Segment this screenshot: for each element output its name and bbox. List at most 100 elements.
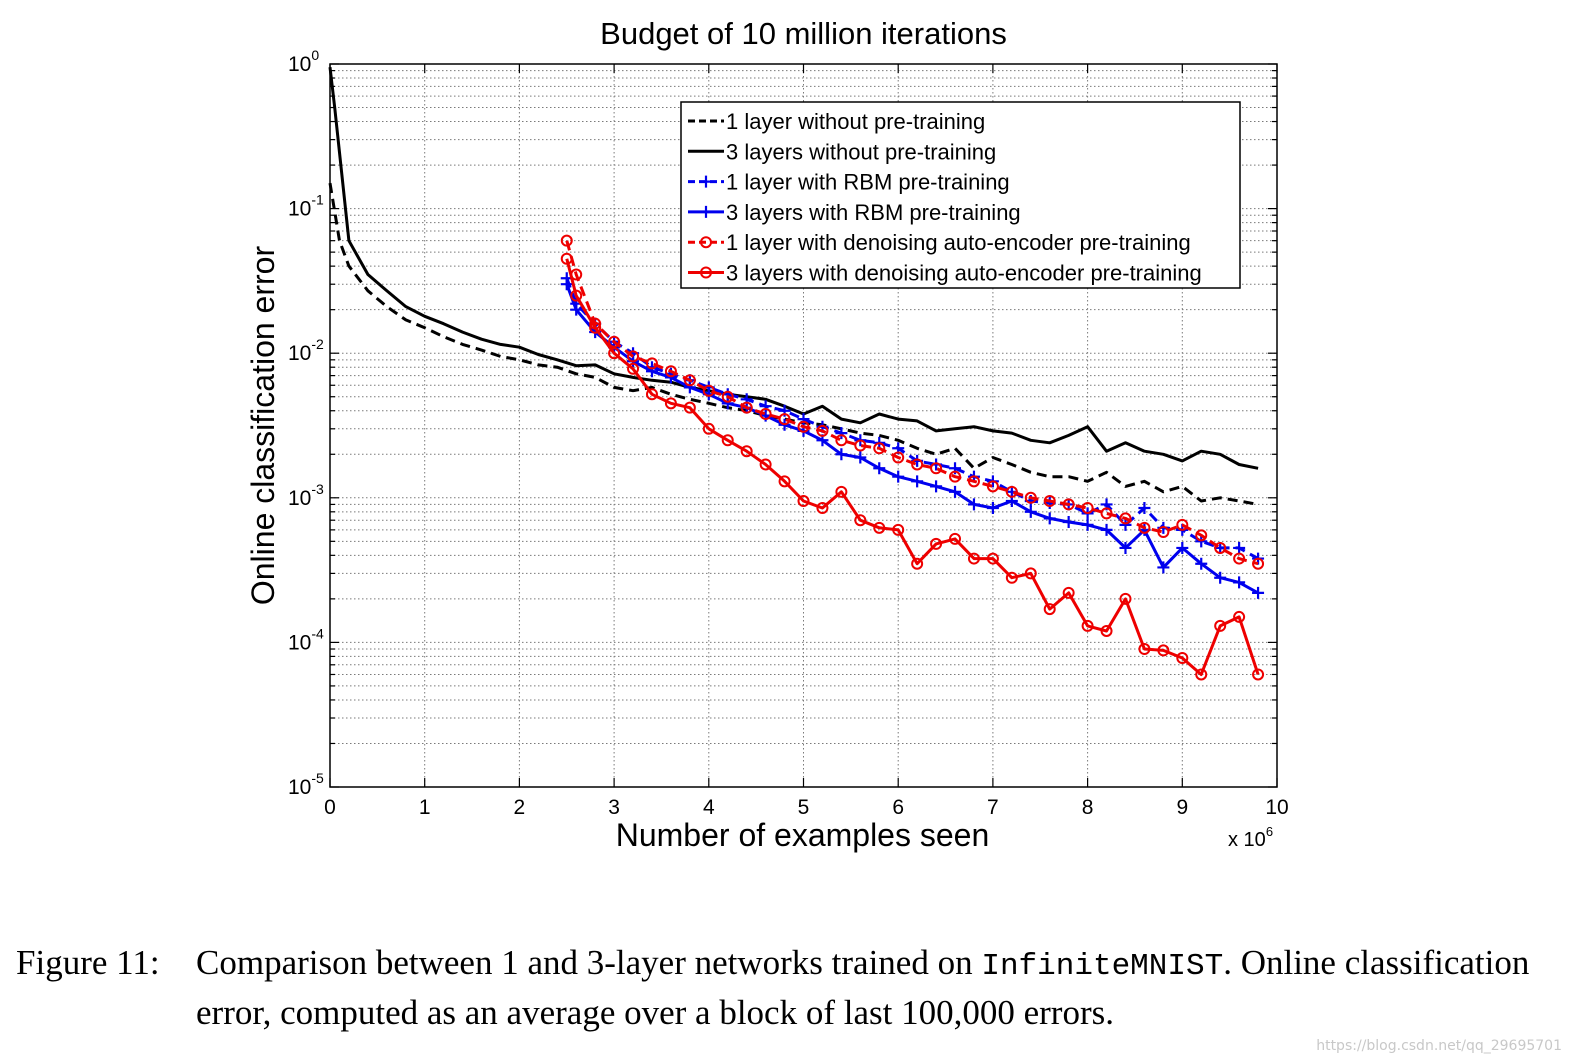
y-tick-base: 10 (288, 776, 311, 799)
data-point (1043, 512, 1056, 525)
data-point (835, 485, 848, 498)
x-multiplier-base: x 10 (1228, 829, 1266, 851)
legend-item: 3 layers with RBM pre-training (688, 200, 1021, 225)
y-tick-exp: -3 (311, 481, 324, 497)
data-point (1119, 592, 1132, 605)
data-point (816, 424, 829, 437)
data-point (608, 347, 621, 360)
legend-label: 3 layers without pre-training (726, 139, 996, 164)
chart-figure: 0 1 2 3 4 5 6 7 8 9 10 100 10-1 10-2 10-3 10-4 10-5 Budge… (245, 16, 1289, 853)
y-tick-base: 10 (288, 198, 311, 221)
y-tick-exp: -5 (311, 770, 324, 786)
data-point (740, 401, 753, 414)
x-multiplier-exp: 6 (1266, 824, 1273, 839)
data-point (1062, 586, 1075, 599)
ticks (329, 63, 1278, 788)
data-point (1081, 619, 1094, 632)
data-point (911, 557, 924, 570)
data-point (1043, 603, 1056, 616)
data-point (627, 350, 640, 363)
y-axis-label: Online classification error (245, 246, 281, 606)
x-tick-label: 2 (514, 796, 526, 819)
data-point (1176, 518, 1189, 531)
legend-label: 1 layer with denoising auto-encoder pre-… (726, 230, 1191, 255)
legend: 1 layer without pre-training 3 layers wit… (680, 101, 1241, 289)
data-point (854, 451, 867, 464)
series-line (565, 240, 1259, 566)
data-point (683, 401, 696, 414)
legend-swatch-marker (700, 205, 712, 218)
data-point (570, 289, 583, 302)
data-point (1138, 643, 1151, 656)
data-point (1195, 557, 1208, 570)
data-point (1100, 523, 1113, 536)
x-tick-label: 6 (892, 796, 904, 819)
data-point (759, 407, 772, 420)
x-tick-label: 7 (987, 796, 999, 819)
data-point (967, 552, 980, 565)
data-point (778, 475, 791, 488)
legend-item: 1 layer with RBM pre-training (688, 170, 1010, 195)
y-tick-exp: -2 (311, 336, 324, 352)
data-point (721, 390, 734, 403)
series-5 (560, 234, 1265, 570)
data-point (967, 475, 980, 488)
data-point (873, 462, 886, 475)
data-point (1195, 529, 1208, 542)
chart-svg: 0 1 2 3 4 5 6 7 8 9 1010010-110-210-310-410-5Budge… (245, 16, 1289, 853)
data-point (570, 303, 583, 316)
data-point (1119, 512, 1132, 525)
data-point (892, 451, 905, 464)
data-point (797, 495, 810, 508)
data-point (778, 413, 791, 426)
x-tick-label: 1 (419, 796, 431, 819)
data-point (645, 357, 658, 370)
data-point (1024, 491, 1037, 504)
data-point (608, 335, 621, 348)
series-6 (560, 252, 1265, 681)
data-point (560, 278, 573, 291)
data-point (1233, 576, 1246, 589)
x-tick-label: 10 (1265, 796, 1288, 819)
legend-label: 3 layers with denoising auto-encoder pre… (726, 261, 1202, 286)
data-point (1024, 567, 1037, 580)
data-point (702, 422, 715, 435)
data-point (930, 537, 943, 550)
data-point (892, 470, 905, 483)
caption-text-before: Comparison between 1 and 3-layer network… (196, 943, 982, 982)
data-point (986, 502, 999, 515)
data-point (835, 448, 848, 461)
y-tick-base: 10 (288, 53, 311, 76)
data-point (1043, 495, 1056, 508)
y-tick-base: 10 (288, 631, 311, 654)
data-point (560, 234, 573, 247)
data-point (721, 434, 734, 447)
x-tick-label: 3 (608, 796, 620, 819)
series-1 (328, 182, 1259, 506)
y-tick-label: 10-3 (288, 481, 324, 510)
data-point (1233, 541, 1246, 554)
data-point (1214, 571, 1227, 584)
data-point (892, 523, 905, 536)
data-point (1252, 668, 1265, 681)
data-point (854, 514, 867, 527)
y-tick-label: 10-2 (288, 336, 324, 365)
x-tick-label: 8 (1082, 796, 1094, 819)
data-point (645, 365, 658, 378)
watermark: https://blog.csdn.net/qq_29695701 (1316, 1038, 1562, 1054)
data-point (1119, 541, 1132, 554)
data-point (627, 362, 640, 375)
data-point (683, 374, 696, 387)
data-point (683, 381, 696, 394)
data-point (1214, 619, 1227, 632)
legend-box (680, 101, 1241, 289)
data-point (1176, 652, 1189, 665)
caption-body: Comparison between 1 and 3-layer network… (196, 940, 1556, 1036)
data-point (1157, 561, 1170, 574)
x-axis-multiplier: x 106 (1228, 824, 1273, 851)
data-point (1233, 552, 1246, 565)
data-point (721, 397, 734, 410)
data-point (1157, 526, 1170, 539)
legend-item: 3 layers without pre-training (688, 139, 996, 164)
y-tick-exp: -1 (311, 192, 324, 208)
